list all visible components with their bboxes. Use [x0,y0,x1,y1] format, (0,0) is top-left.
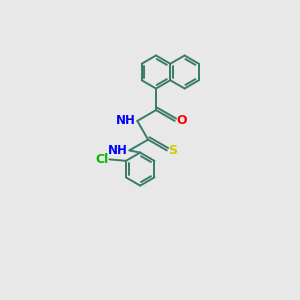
Text: NH: NH [108,144,128,157]
Text: S: S [168,144,177,157]
Text: Cl: Cl [95,153,108,166]
Text: NH: NH [116,114,136,128]
Text: O: O [176,114,187,128]
